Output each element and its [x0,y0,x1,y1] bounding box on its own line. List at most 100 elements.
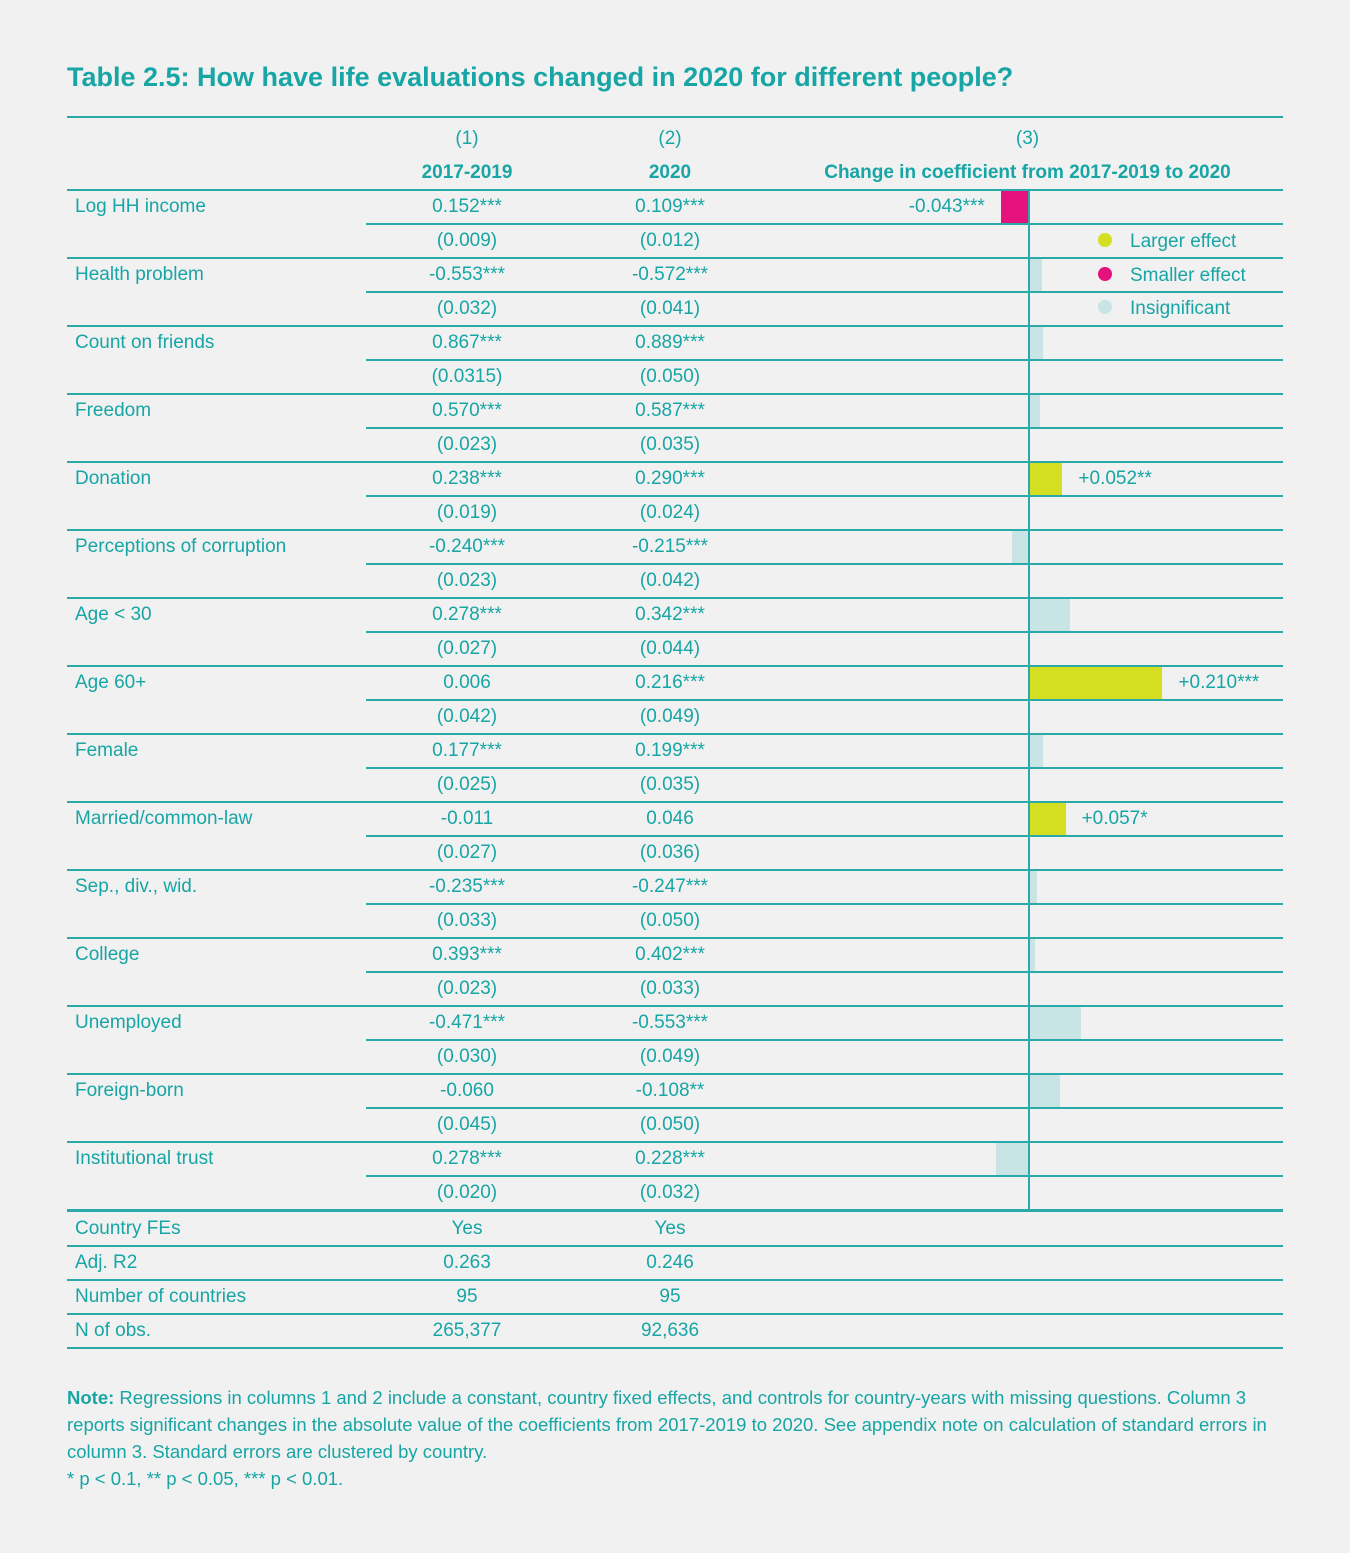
value-2020: 0.246 [646,1252,694,1273]
legend-label: Larger effect [1130,231,1237,252]
variable-divider [67,937,1283,939]
se-2017-2019: (0.027) [436,638,498,659]
change-bar [1029,599,1070,631]
se-2017-2019: (0.027) [436,842,498,863]
row-divider [366,427,1283,429]
se-2017-2019: (0.023) [436,978,498,999]
row-divider [366,903,1283,905]
change-bar [1012,531,1028,563]
se-2017-2019: (0.042) [436,706,498,727]
variable-divider [67,529,1283,531]
row-label: Female [75,740,139,761]
coef-2020: 0.046 [646,808,694,829]
value-2017-2019: 95 [456,1286,478,1307]
coef-2017-2019: 0.177*** [432,740,502,761]
coef-2017-2019: -0.235*** [428,876,506,897]
se-2020: (0.042) [639,570,701,591]
change-bar [1029,871,1038,903]
row-divider [366,699,1283,701]
coef-2017-2019: 0.152*** [432,196,502,217]
header-rule [67,189,1283,191]
coef-2017-2019: 0.393*** [432,944,502,965]
row-divider [366,563,1283,565]
row-divider [67,1279,1283,1281]
zero-axis-line [1028,189,1030,1209]
se-2020: (0.012) [639,230,701,251]
row-label: Adj. R2 [75,1252,138,1273]
se-2017-2019: (0.020) [436,1182,498,1203]
row-label: Log HH income [75,196,206,217]
table-title: Table 2.5: How have life evaluations cha… [67,62,1014,92]
row-label: Age < 30 [75,604,152,625]
row-label: Unemployed [75,1012,182,1033]
coef-2020: -0.553*** [631,1012,709,1033]
col2-number: (2) [658,128,682,149]
change-data-label: -0.043*** [908,196,985,217]
coef-2020: 0.199*** [635,740,705,761]
coef-2020: -0.572*** [631,264,709,285]
row-label: Married/common-law [75,808,253,829]
variable-divider [67,801,1283,803]
se-2020: (0.036) [639,842,701,863]
variable-divider [67,1005,1283,1007]
se-2017-2019: (0.019) [436,502,498,523]
se-2020: (0.049) [639,1046,701,1067]
row-divider [366,223,1283,225]
legend-item-larger: Larger effect [1098,230,1236,254]
variable-divider [67,869,1283,871]
coef-2020: 0.216*** [635,672,705,693]
se-2017-2019: (0.0315) [431,366,503,387]
coef-2017-2019: -0.240*** [428,536,506,557]
variable-divider [67,393,1283,395]
row-label: Foreign-born [75,1080,184,1101]
change-bar [1029,803,1066,835]
coef-2017-2019: -0.471*** [428,1012,506,1033]
change-bar [1029,463,1063,495]
lime-dot-icon [1098,232,1112,247]
change-data-label: +0.057* [1081,808,1148,829]
row-divider [366,835,1283,837]
row-divider [366,1039,1283,1041]
coef-2017-2019: 0.278*** [432,1148,502,1169]
row-divider [366,359,1283,361]
se-2020: (0.024) [639,502,701,523]
se-2020: (0.050) [639,1114,701,1135]
variable-divider [67,665,1283,667]
se-2017-2019: (0.030) [436,1046,498,1067]
se-2017-2019: (0.032) [436,298,498,319]
change-data-label: +0.210*** [1178,672,1260,693]
section-rule [67,1209,1283,1212]
se-2020: (0.049) [639,706,701,727]
coef-2017-2019: 0.006 [443,672,491,693]
top-rule [67,116,1283,118]
value-2020: 95 [659,1286,681,1307]
row-divider [366,767,1283,769]
coef-2020: -0.108** [635,1080,705,1101]
legend-label: Smaller effect [1130,265,1246,286]
magenta-dot-icon [1098,266,1112,281]
value-2020: Yes [654,1218,686,1239]
row-label: Health problem [75,264,204,285]
coef-2020: -0.247*** [631,876,709,897]
row-label: Number of countries [75,1286,247,1307]
coef-2017-2019: 0.278*** [432,604,502,625]
note-label: Note: [67,1387,115,1408]
se-2020: (0.050) [639,910,701,931]
row-divider [67,1245,1283,1247]
variable-divider [67,1073,1283,1075]
note-text: Regressions in columns 1 and 2 include a… [67,1387,1267,1462]
se-2017-2019: (0.025) [436,774,498,795]
row-divider [67,1347,1283,1349]
row-divider [366,291,1283,293]
row-label: Institutional trust [75,1148,214,1169]
coef-2020: 0.402*** [635,944,705,965]
col3-header: Change in coefficient from 2017-2019 to … [824,162,1231,183]
change-bar [996,1143,1028,1175]
se-2020: (0.050) [639,366,701,387]
coef-2017-2019: -0.060 [440,1080,494,1101]
row-divider [366,1175,1283,1177]
change-bar [1029,939,1036,971]
coef-2020: 0.587*** [635,400,705,421]
variable-divider [67,325,1283,327]
row-label: Country FEs [75,1218,181,1239]
